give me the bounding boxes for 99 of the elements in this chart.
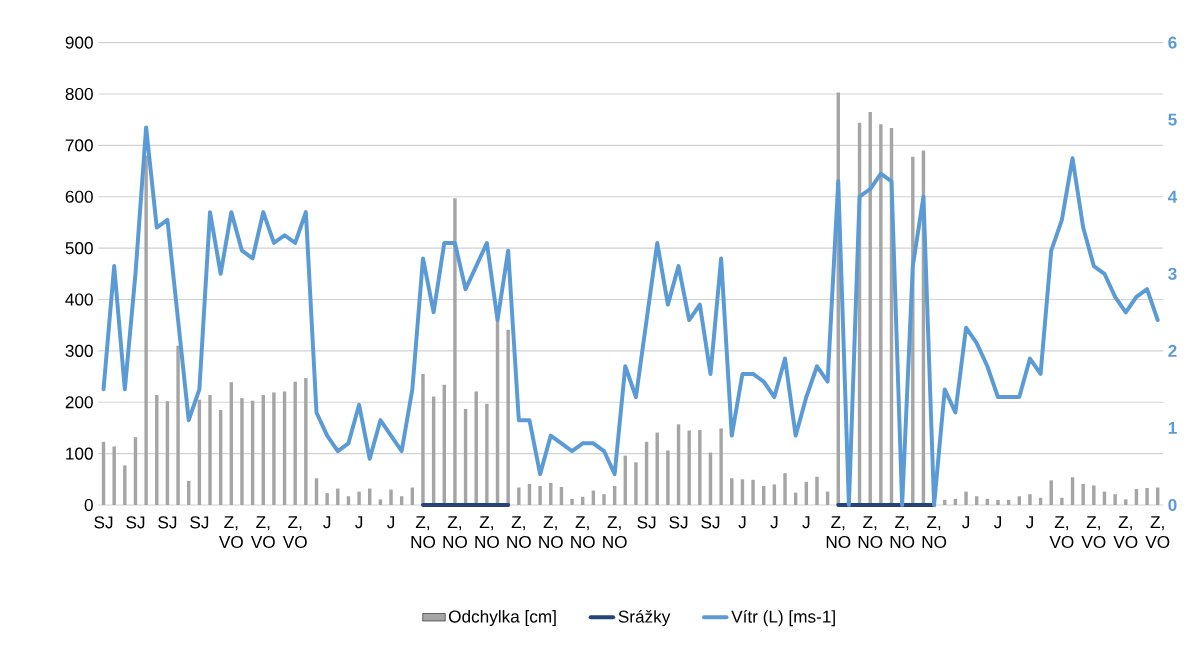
x-tick-label: Z, NO (475, 516, 499, 549)
y2-tick-label: 4 (1167, 190, 1178, 203)
bar (570, 498, 574, 505)
bar (964, 491, 968, 505)
x-tick-label: Z, NO (603, 516, 627, 549)
y-tick-label: 700 (65, 139, 93, 152)
x-tick-label: Z, NO (890, 516, 915, 549)
bar (996, 499, 1000, 505)
bar (1124, 499, 1128, 505)
bar (293, 381, 297, 505)
x-tick-label: SJ (669, 516, 688, 529)
x-tick-label: J (355, 516, 363, 529)
y-tick-label: 800 (65, 87, 93, 101)
bar (357, 491, 361, 505)
y-tick-label: 900 (65, 36, 93, 49)
y-tick-label: 400 (65, 293, 93, 306)
y-tick-label: 0 (84, 498, 93, 512)
bar (112, 446, 116, 505)
bar (208, 395, 212, 505)
x-tick-label: SJ (637, 516, 656, 529)
x-tick-label: Z, NO (858, 516, 883, 549)
bar (687, 430, 691, 505)
bar (123, 465, 127, 505)
x-tick-label: SJ (158, 516, 177, 529)
x-tick-label: SJ (94, 516, 113, 529)
bar (538, 485, 542, 505)
bar (719, 428, 723, 505)
bar (1145, 488, 1149, 505)
bar (272, 392, 276, 505)
y-tick-label: 200 (65, 396, 93, 409)
x-tick-label: J (738, 516, 746, 529)
x-tick-label: J (993, 516, 1001, 529)
bar (634, 462, 638, 505)
x-tick-label: Z, VO (1113, 516, 1138, 549)
bar (304, 378, 308, 505)
y2-tick-label: 5 (1168, 113, 1177, 126)
x-tick-label: J (1025, 516, 1033, 529)
bar (336, 488, 340, 505)
x-tick-label: Z, VO (282, 516, 307, 549)
x-tick-label: Z, VO (250, 516, 275, 549)
y-tick-label: 500 (65, 242, 93, 255)
legend-label: Srážky (618, 609, 671, 627)
bar (421, 373, 425, 505)
y2-tick-label: 2 (1168, 344, 1177, 357)
x-tick-label: J (323, 516, 331, 529)
x-tick-label: J (387, 516, 395, 529)
x-tick-label: Z, NO (443, 516, 467, 549)
bar (974, 496, 979, 505)
bar (346, 496, 351, 505)
bar (506, 329, 510, 505)
legend-label: Vítr (L) [ms-1] (731, 609, 835, 627)
x-tick-label: J (770, 516, 778, 529)
bar (1028, 494, 1032, 505)
y2-tick-label: 1 (1168, 422, 1177, 434)
bar (240, 398, 244, 505)
x-tick-label: Z, NO (411, 516, 436, 549)
x-tick-label: Z, NO (507, 516, 531, 549)
bar (453, 198, 457, 505)
bar (176, 345, 180, 505)
bar (144, 155, 148, 505)
bar (325, 493, 329, 505)
bar (751, 479, 755, 505)
y-tick-label: 300 (65, 344, 93, 357)
x-tick-label: J (802, 516, 810, 529)
bar (666, 450, 670, 505)
bar (879, 124, 883, 505)
bar (378, 499, 383, 505)
bar (517, 487, 521, 505)
bar (1092, 485, 1096, 505)
x-tick-label: Z, VO (1081, 516, 1106, 549)
x-tick-label: Z, VO (1049, 516, 1074, 549)
x-tick-label: Z, VO (218, 516, 243, 549)
x-tick-label: SJ (701, 516, 720, 529)
x-tick-label: SJ (126, 516, 145, 529)
bar (1017, 496, 1021, 505)
y2-tick-label: 3 (1168, 267, 1177, 280)
y-tick-label: 600 (65, 190, 93, 203)
bar (698, 429, 702, 505)
x-tick-label: Z, NO (922, 516, 947, 549)
bar (1081, 483, 1085, 505)
y2-tick-label: 0 (1168, 498, 1177, 512)
bar (399, 496, 404, 505)
legend-label: Odchylka [cm] (448, 610, 556, 627)
x-tick-label: J (962, 516, 970, 529)
bar (389, 489, 393, 505)
x-tick-label: Z, NO (826, 516, 851, 549)
bar (602, 494, 606, 505)
bar (1113, 494, 1117, 505)
x-tick-label: Z, NO (539, 516, 563, 549)
bar (783, 473, 787, 505)
bar (868, 111, 872, 505)
bar (815, 476, 819, 505)
y2-tick-label: 6 (1168, 36, 1177, 49)
x-tick-label: Z, VO (1145, 516, 1170, 549)
y-tick-label: 100 (66, 447, 93, 460)
bar (1060, 497, 1064, 505)
bar (485, 403, 489, 505)
x-tick-label: Z, NO (571, 516, 595, 549)
x-tick-label: SJ (190, 516, 209, 529)
